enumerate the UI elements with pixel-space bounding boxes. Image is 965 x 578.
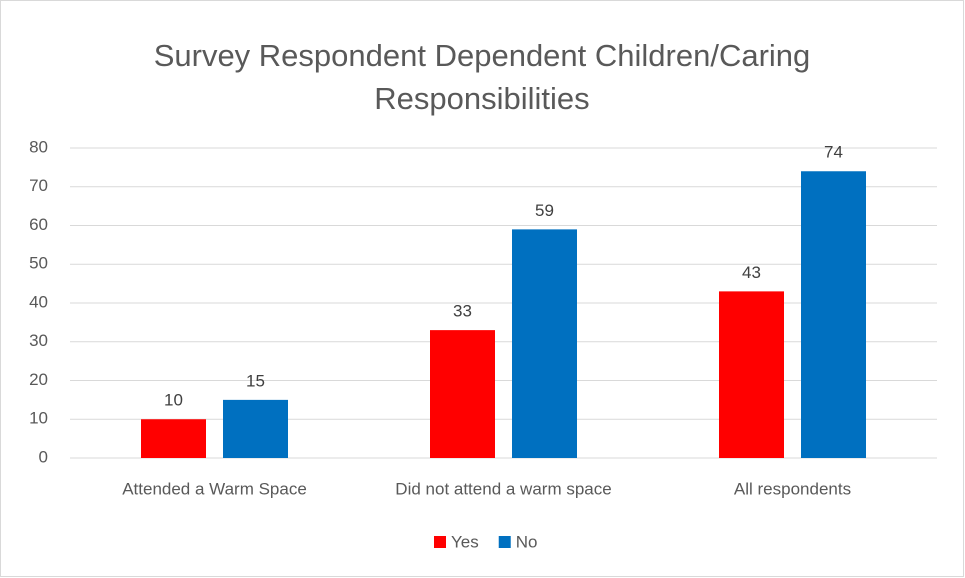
legend-label: Yes — [451, 532, 479, 551]
y-tick-label: 70 — [29, 176, 48, 195]
data-label: 74 — [824, 143, 843, 162]
y-tick-label: 80 — [29, 137, 48, 156]
y-tick-label: 30 — [29, 331, 48, 350]
data-label: 10 — [164, 391, 183, 410]
data-label: 15 — [246, 371, 265, 390]
bar — [141, 419, 206, 458]
bar — [512, 229, 577, 458]
y-tick-label: 50 — [29, 254, 48, 273]
legend-swatch — [434, 536, 446, 548]
legend-swatch — [498, 536, 511, 548]
data-label: 43 — [742, 263, 761, 282]
y-tick-label: 10 — [29, 409, 48, 428]
data-label: 33 — [453, 302, 472, 321]
legend-label: No — [516, 532, 538, 551]
x-tick-label: Did not attend a warm space — [395, 479, 611, 498]
x-tick-label: All respondents — [734, 479, 851, 498]
bar — [430, 330, 495, 458]
bar — [801, 171, 866, 458]
y-tick-label: 60 — [29, 215, 48, 234]
y-tick-label: 0 — [39, 447, 48, 466]
bar — [719, 291, 784, 458]
chart-title: Survey Respondent Dependent Children/Car… — [153, 38, 811, 116]
y-tick-label: 20 — [29, 370, 48, 389]
y-tick-label: 40 — [29, 292, 48, 311]
data-label: 59 — [535, 201, 554, 220]
x-tick-label: Attended a Warm Space — [122, 479, 307, 498]
bar — [223, 399, 288, 458]
